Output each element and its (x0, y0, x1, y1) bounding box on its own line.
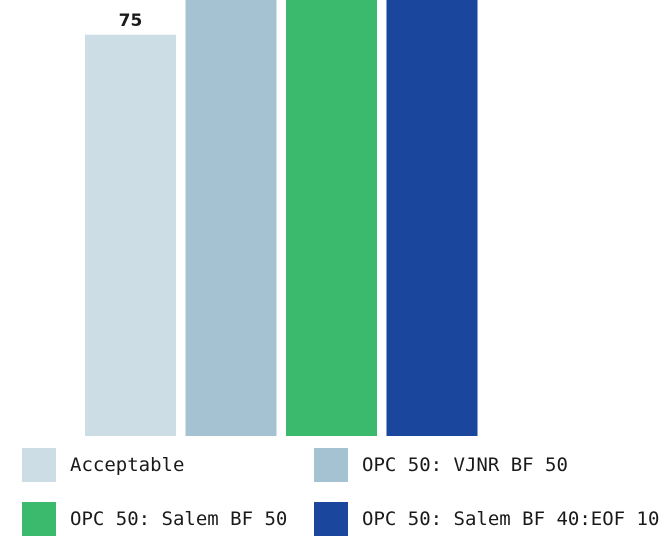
legend-label-opc-salem: OPC 50: Salem BF 50 (70, 508, 288, 530)
legend-label-opc-salem-eof: OPC 50: Salem BF 40:EOF 10 (362, 508, 659, 530)
bar-chart: 7587.887.889 (85, 0, 478, 437)
legend-item-opc-salem-eof: OPC 50: Salem BF 40:EOF 10 (314, 502, 659, 536)
legend-item-opc-vjnr: OPC 50: VJNR BF 50 (314, 448, 568, 482)
value-labels-group: 7587.887.889 (119, 11, 143, 31)
legend: Acceptable OPC 50: VJNR BF 50 OPC 50: Sa… (22, 448, 659, 544)
value-label-acceptable: 75 (119, 11, 143, 31)
legend-swatch-opc-salem-eof (314, 502, 348, 536)
legend-label-acceptable: Acceptable (70, 454, 185, 476)
bar-opc-salem (286, 0, 377, 437)
legend-item-opc-salem: OPC 50: Salem BF 50 (22, 502, 287, 536)
legend-swatch-opc-vjnr (314, 448, 348, 482)
legend-swatch-acceptable (22, 448, 56, 482)
bar-opc-vjnr (185, 0, 277, 437)
bars-group (85, 0, 478, 437)
bar-acceptable (85, 34, 176, 436)
legend-item-acceptable: Acceptable (22, 448, 184, 482)
legend-swatch-opc-salem (22, 502, 56, 536)
legend-label-opc-vjnr: OPC 50: VJNR BF 50 (362, 454, 568, 476)
bar-opc-salem-eof (386, 0, 478, 436)
